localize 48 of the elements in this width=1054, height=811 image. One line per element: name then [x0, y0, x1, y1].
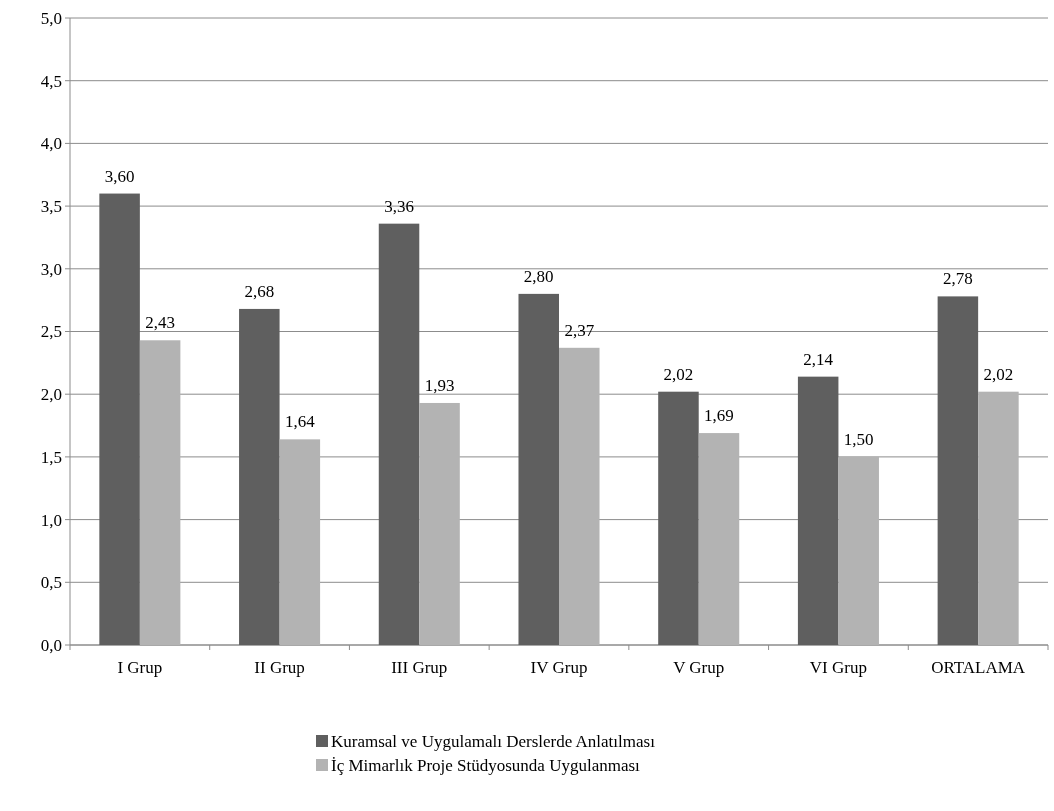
data-label: 1,64 — [284, 412, 316, 432]
y-tick-label: 1,0 — [40, 510, 62, 530]
x-tick-label: V Grup — [673, 658, 725, 677]
y-tick-label: 4,5 — [40, 71, 62, 91]
data-label: 2,37 — [564, 320, 595, 340]
bar — [518, 293, 559, 645]
bar — [419, 402, 460, 645]
bar — [378, 223, 420, 645]
bar — [797, 376, 839, 645]
x-tick-label: ORTALAMA — [931, 658, 1026, 677]
bar — [279, 439, 321, 645]
data-label: 2,02 — [983, 364, 1014, 384]
data-label: 2,14 — [803, 349, 834, 369]
y-tick-label: 3,5 — [40, 197, 62, 217]
bar — [937, 296, 979, 645]
bar — [139, 340, 181, 645]
bar — [698, 433, 740, 645]
data-label: 1,93 — [424, 375, 455, 395]
y-tick-label: 0,0 — [40, 635, 62, 655]
data-label: 3,36 — [384, 196, 414, 216]
y-tick-label: 0,5 — [40, 573, 62, 593]
x-tick-label: II Grup — [254, 658, 305, 677]
data-label: 2,78 — [943, 269, 973, 289]
bar — [658, 391, 699, 645]
bar — [838, 456, 879, 645]
data-label: 2,02 — [663, 364, 694, 384]
bar — [239, 308, 280, 645]
data-label: 2,80 — [523, 266, 554, 286]
data-label: 1,50 — [843, 429, 874, 449]
y-tick-label: 5,0 — [40, 8, 62, 28]
y-tick-label: 4,0 — [40, 134, 62, 154]
data-label: 3,60 — [104, 166, 135, 186]
x-tick-label: IV Grup — [530, 658, 588, 677]
data-label: 2,68 — [244, 281, 275, 301]
y-tick-label: 2,5 — [40, 322, 62, 342]
data-label: 2,43 — [145, 313, 175, 333]
x-tick-label: I Grup — [117, 658, 163, 677]
data-label: 1,69 — [704, 406, 734, 426]
bar — [559, 347, 600, 645]
x-tick-label: VI Grup — [809, 658, 867, 677]
y-tick-label: 2,0 — [40, 385, 62, 405]
x-tick-label: III Grup — [391, 658, 448, 677]
legend-label: Kuramsal ve Uygulamalı Derslerde Anlatılması — [331, 731, 656, 751]
legend-label: İç Mimarlık Proje Stüdyosunda Uygulanması — [331, 755, 641, 775]
bar — [978, 391, 1019, 645]
y-tick-label: 3,0 — [40, 259, 62, 279]
y-tick-label: 1,5 — [40, 447, 62, 467]
bar — [99, 193, 140, 645]
